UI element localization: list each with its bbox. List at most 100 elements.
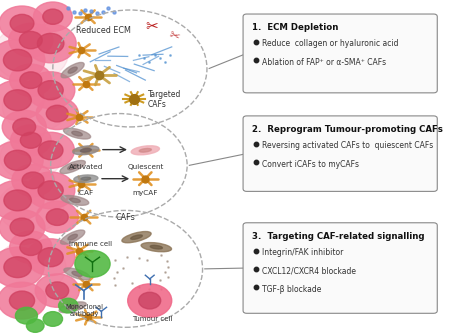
Ellipse shape [72,271,82,277]
Circle shape [4,90,31,111]
Ellipse shape [60,160,85,174]
Circle shape [19,31,42,49]
Circle shape [0,25,68,82]
Circle shape [27,172,75,209]
Ellipse shape [68,67,77,73]
Circle shape [0,180,44,220]
Circle shape [0,6,45,41]
Ellipse shape [68,234,77,240]
Circle shape [3,49,32,71]
Circle shape [16,307,37,324]
Text: Quiescent: Quiescent [127,164,164,170]
Ellipse shape [150,245,163,249]
Ellipse shape [131,146,159,155]
Text: Reduce  collagen or hyaluronic acid: Reduce collagen or hyaluronic acid [263,39,399,48]
Circle shape [10,218,34,236]
Circle shape [20,132,41,148]
Circle shape [0,210,45,244]
Ellipse shape [81,149,91,152]
Text: 2.  Reprogram Tumour-promoting CAFs: 2. Reprogram Tumour-promoting CAFs [252,125,443,134]
Circle shape [38,80,63,100]
Circle shape [0,141,43,180]
Circle shape [0,282,46,319]
Circle shape [0,240,66,294]
Circle shape [27,239,75,276]
Circle shape [0,39,45,81]
Circle shape [2,110,46,144]
Text: Ablation of FAP⁺ or α-SMA⁺ CAFs: Ablation of FAP⁺ or α-SMA⁺ CAFs [263,58,387,67]
Circle shape [22,172,44,189]
Circle shape [34,2,72,31]
Circle shape [27,72,75,109]
Circle shape [0,80,44,120]
Circle shape [35,274,79,307]
Text: Tumour cell: Tumour cell [132,316,172,322]
Circle shape [2,82,68,132]
Circle shape [0,247,44,287]
Ellipse shape [67,305,78,310]
Circle shape [36,98,78,130]
FancyBboxPatch shape [243,116,438,191]
Circle shape [10,14,34,32]
Ellipse shape [64,268,90,280]
Circle shape [10,125,51,156]
Text: Reversing activated CAFs to  quiescent CAFs: Reversing activated CAFs to quiescent CA… [263,141,434,150]
Circle shape [38,181,63,200]
Ellipse shape [59,302,86,313]
Text: Activated: Activated [69,164,103,170]
Text: iCAF: iCAF [78,190,94,196]
Circle shape [37,33,64,53]
Circle shape [20,72,42,89]
Ellipse shape [61,195,89,205]
Circle shape [9,23,53,57]
Circle shape [46,209,68,225]
Ellipse shape [131,235,142,239]
Circle shape [9,64,52,96]
Ellipse shape [122,231,151,243]
Circle shape [27,319,44,332]
Circle shape [9,291,35,310]
Text: 1.  ECM Depletion: 1. ECM Depletion [252,23,338,32]
Circle shape [43,312,63,326]
Circle shape [4,150,31,170]
Circle shape [0,182,64,232]
Circle shape [13,118,36,136]
Ellipse shape [72,131,82,136]
Text: TGF-β blockade: TGF-β blockade [263,285,322,294]
Circle shape [0,134,62,180]
Ellipse shape [139,149,151,152]
Text: Integrin/FAK inhibitor: Integrin/FAK inhibitor [263,248,344,257]
Circle shape [4,257,31,278]
Circle shape [27,132,74,168]
Ellipse shape [74,175,98,182]
Circle shape [43,9,63,24]
Text: ✂: ✂ [146,19,158,34]
FancyBboxPatch shape [243,223,438,313]
Text: Monoclonal
antibody: Monoclonal antibody [65,304,103,317]
Circle shape [38,247,63,267]
Ellipse shape [70,198,80,203]
Circle shape [12,164,54,196]
Ellipse shape [61,230,85,244]
Circle shape [75,250,110,277]
Circle shape [4,190,31,211]
Circle shape [46,105,68,122]
Ellipse shape [64,128,91,139]
Circle shape [38,141,63,160]
Text: CXCL12/CXCR4 blockade: CXCL12/CXCR4 blockade [263,267,356,276]
Circle shape [9,231,52,263]
Ellipse shape [68,164,78,170]
Ellipse shape [61,62,84,78]
Circle shape [36,201,78,233]
Text: ✂: ✂ [167,29,181,45]
Circle shape [128,284,172,317]
Text: Reduced ECM: Reduced ECM [76,26,131,34]
Circle shape [59,298,78,313]
Text: myCAF: myCAF [133,190,158,196]
Circle shape [25,24,76,63]
Ellipse shape [81,177,91,180]
Circle shape [20,239,42,256]
Circle shape [139,292,161,309]
Text: Convert iCAFs to myCAFs: Convert iCAFs to myCAFs [263,160,359,169]
Text: Immune cell: Immune cell [69,241,112,247]
